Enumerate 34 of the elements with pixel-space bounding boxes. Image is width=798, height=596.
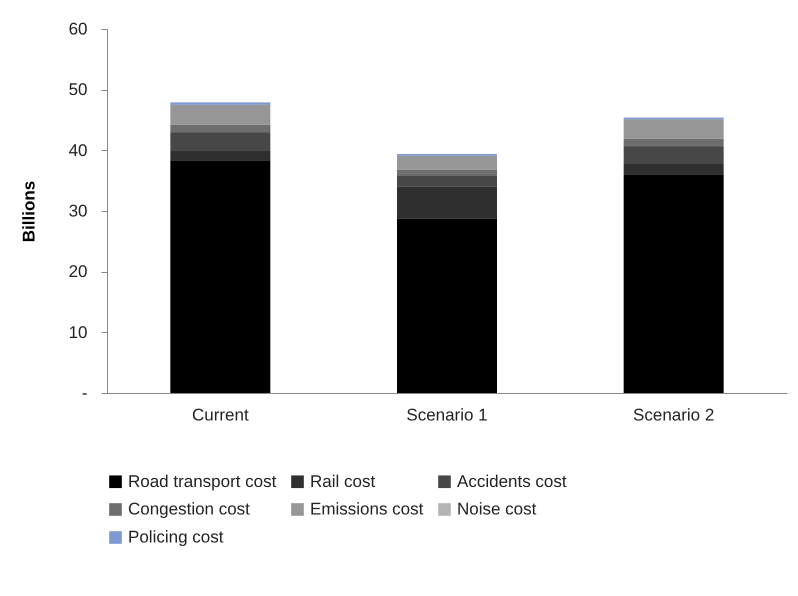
x-tick-label: Scenario 2 xyxy=(633,406,714,424)
bar xyxy=(170,102,270,105)
bar xyxy=(397,186,497,219)
y-tick-label: 20 xyxy=(68,262,88,282)
legend-label: Policing cost xyxy=(128,528,224,546)
bar xyxy=(624,146,724,164)
bar xyxy=(397,175,497,187)
bar xyxy=(397,218,497,393)
x-tick-label: Current xyxy=(192,406,249,424)
y-tick-label: 30 xyxy=(68,202,88,220)
legend-label: Road transport cost xyxy=(128,472,277,491)
y-axis-title: Billions xyxy=(20,180,39,242)
legend-label: Accidents cost xyxy=(457,472,567,491)
bar xyxy=(397,170,497,176)
bar xyxy=(624,163,724,175)
x-tick-label: Scenario 1 xyxy=(406,406,488,424)
bar xyxy=(624,138,724,146)
legend-label: Noise cost xyxy=(457,500,537,518)
bar xyxy=(624,174,724,393)
y-tick-label: 50 xyxy=(68,80,88,100)
bar xyxy=(170,104,270,125)
y-tick-label: 40 xyxy=(68,140,88,160)
bar xyxy=(170,150,270,161)
bar xyxy=(624,119,724,139)
bar xyxy=(170,160,270,393)
legend-label: Congestion cost xyxy=(128,500,250,518)
bar xyxy=(170,124,270,132)
bar xyxy=(170,132,270,151)
y-tick-label: 60 xyxy=(68,20,88,38)
bar xyxy=(397,156,497,170)
y-tick-label: 10 xyxy=(68,322,88,342)
legend-label: Rail cost xyxy=(310,472,376,491)
y-tick-label: - xyxy=(82,384,88,402)
legend-label: Emissions cost xyxy=(310,500,424,518)
